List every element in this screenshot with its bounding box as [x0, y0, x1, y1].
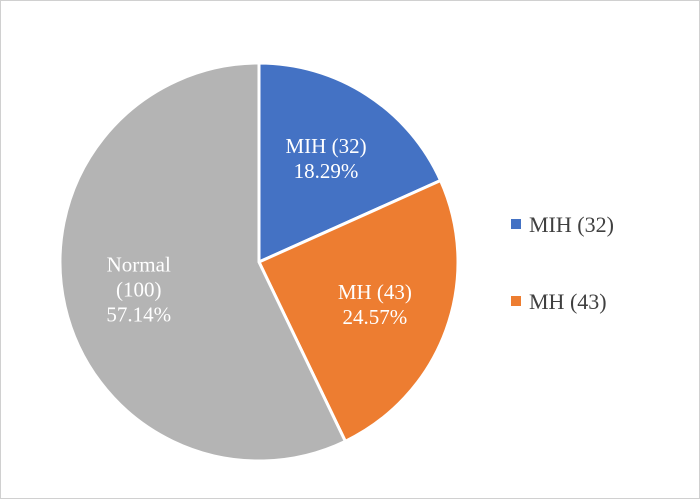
- pie-slice-0: [257, 61, 443, 265]
- legend-label-1: MH (43): [529, 289, 607, 314]
- legend-label-0: MIH (32): [529, 212, 614, 237]
- data-label-1: MH (43) 24.57%: [338, 280, 412, 329]
- data-label-line: (100): [116, 277, 162, 301]
- data-label-line: 24.57%: [343, 305, 408, 329]
- legend-swatch-1: [511, 296, 521, 306]
- pie-slice-2: [58, 61, 348, 463]
- data-label-0: MIH (32) 18.29%: [286, 134, 367, 183]
- pie-labels: MIH (32) 18.29% MH (43) 24.57% Normal (100) 57…: [106, 134, 412, 329]
- pie-slices: [58, 61, 460, 463]
- pie-slice-1: [256, 178, 460, 444]
- data-label-line: 57.14%: [106, 302, 171, 326]
- legend: MIH (32) MH (43): [511, 212, 614, 314]
- data-label-line: Normal: [107, 252, 171, 276]
- data-label-line: MIH (32): [286, 134, 367, 158]
- legend-swatch-0: [511, 219, 521, 229]
- data-label-line: MH (43): [338, 280, 412, 304]
- data-label-2: Normal (100) 57.14%: [106, 252, 171, 326]
- data-label-line: 18.29%: [294, 159, 359, 183]
